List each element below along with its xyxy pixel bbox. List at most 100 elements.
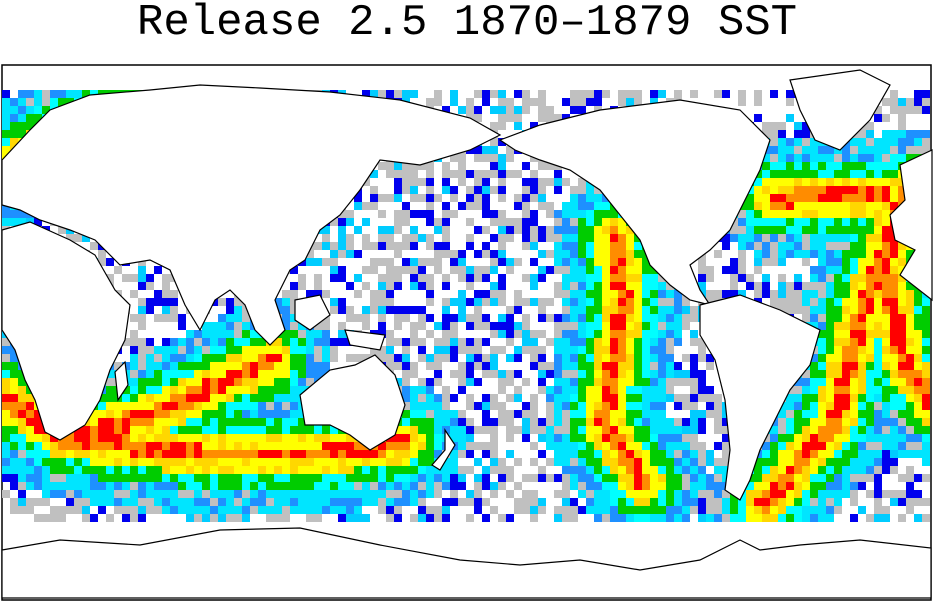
ocean-cell xyxy=(210,410,218,418)
ocean-cell xyxy=(458,442,466,450)
ocean-cell xyxy=(834,282,842,290)
ocean-cell xyxy=(570,266,578,274)
ocean-cell xyxy=(506,218,514,226)
ocean-cell xyxy=(914,394,922,402)
ocean-cell xyxy=(218,378,226,386)
ocean-cell xyxy=(18,442,26,450)
ocean-cell xyxy=(618,498,626,506)
ocean-cell xyxy=(754,250,762,258)
ocean-cell xyxy=(610,386,618,394)
ocean-cell xyxy=(474,306,482,314)
ocean-cell xyxy=(602,210,610,218)
ocean-cell xyxy=(122,410,130,418)
ocean-cell xyxy=(210,386,218,394)
ocean-cell xyxy=(586,226,594,234)
ocean-cell xyxy=(250,402,258,410)
ocean-cell xyxy=(82,458,90,466)
ocean-cell xyxy=(330,218,338,226)
ocean-cell xyxy=(538,354,546,362)
ocean-cell xyxy=(890,290,898,298)
ocean-cell xyxy=(330,346,338,354)
ocean-cell xyxy=(130,450,138,458)
ocean-cell xyxy=(482,290,490,298)
ocean-cell xyxy=(298,426,306,434)
ocean-cell xyxy=(234,410,242,418)
ocean-cell xyxy=(898,402,906,410)
ocean-cell xyxy=(162,282,170,290)
ocean-cell xyxy=(186,498,194,506)
ocean-cell xyxy=(594,282,602,290)
ocean-cell xyxy=(834,242,842,250)
ocean-cell xyxy=(386,466,394,474)
ocean-cell xyxy=(842,218,850,226)
ocean-cell xyxy=(722,506,730,514)
ocean-cell xyxy=(410,194,418,202)
ocean-cell xyxy=(786,154,794,162)
ocean-cell xyxy=(426,170,434,178)
ocean-cell xyxy=(226,490,234,498)
ocean-cell xyxy=(482,226,490,234)
ocean-cell xyxy=(570,506,578,514)
ocean-cell xyxy=(586,490,594,498)
ocean-cell xyxy=(594,402,602,410)
ocean-cell xyxy=(154,450,162,458)
ocean-cell xyxy=(898,410,906,418)
ocean-cell xyxy=(154,314,162,322)
ocean-cell xyxy=(866,474,874,482)
ocean-cell xyxy=(522,218,530,226)
ocean-cell xyxy=(546,410,554,418)
ocean-cell xyxy=(194,426,202,434)
ocean-cell xyxy=(322,450,330,458)
ocean-cell xyxy=(594,450,602,458)
ocean-cell xyxy=(658,346,666,354)
ocean-cell xyxy=(786,90,794,98)
ocean-cell xyxy=(218,354,226,362)
ocean-cell xyxy=(698,498,706,506)
ocean-cell xyxy=(474,106,482,114)
ocean-cell xyxy=(914,434,922,442)
ocean-cell xyxy=(626,282,634,290)
ocean-cell xyxy=(194,506,202,514)
ocean-cell xyxy=(562,338,570,346)
ocean-cell xyxy=(442,202,450,210)
ocean-cell xyxy=(234,338,242,346)
ocean-cell xyxy=(458,370,466,378)
ocean-cell xyxy=(298,322,306,330)
ocean-cell xyxy=(578,490,586,498)
ocean-cell xyxy=(290,402,298,410)
ocean-cell xyxy=(266,490,274,498)
ocean-cell xyxy=(98,442,106,450)
ocean-cell xyxy=(394,498,402,506)
ocean-cell xyxy=(418,434,426,442)
ocean-cell xyxy=(586,202,594,210)
ocean-cell xyxy=(802,442,810,450)
ocean-cell xyxy=(858,354,866,362)
ocean-cell xyxy=(338,306,346,314)
ocean-cell xyxy=(106,514,114,522)
ocean-cell xyxy=(274,410,282,418)
ocean-cell xyxy=(514,410,522,418)
ocean-cell xyxy=(834,474,842,482)
ocean-cell xyxy=(330,258,338,266)
ocean-cell xyxy=(34,426,42,434)
ocean-cell xyxy=(666,482,674,490)
ocean-cell xyxy=(898,442,906,450)
ocean-cell xyxy=(322,506,330,514)
ocean-cell xyxy=(354,482,362,490)
ocean-cell xyxy=(450,474,458,482)
ocean-cell xyxy=(586,242,594,250)
ocean-cell xyxy=(818,482,826,490)
ocean-cell xyxy=(618,98,626,106)
ocean-cell xyxy=(770,202,778,210)
ocean-cell xyxy=(538,194,546,202)
ocean-cell xyxy=(810,210,818,218)
ocean-cell xyxy=(202,426,210,434)
ocean-cell xyxy=(602,482,610,490)
ocean-cell xyxy=(786,410,794,418)
ocean-cell xyxy=(778,434,786,442)
ocean-cell xyxy=(522,186,530,194)
ocean-cell xyxy=(850,226,858,234)
ocean-cell xyxy=(618,362,626,370)
ocean-cell xyxy=(138,298,146,306)
ocean-cell xyxy=(122,338,130,346)
